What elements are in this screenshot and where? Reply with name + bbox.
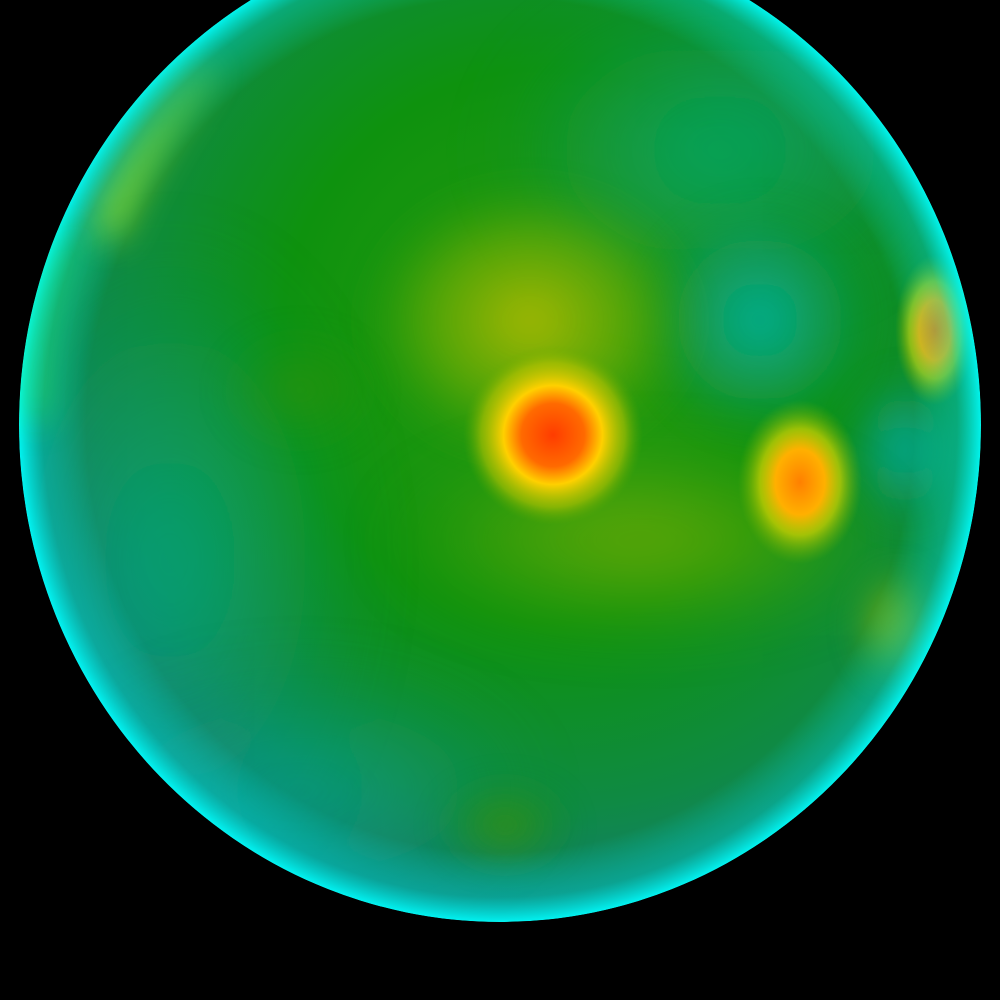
sphere-rim xyxy=(19,0,981,922)
edge-glint-top-left xyxy=(95,60,215,240)
edge-glint-left xyxy=(25,220,80,420)
